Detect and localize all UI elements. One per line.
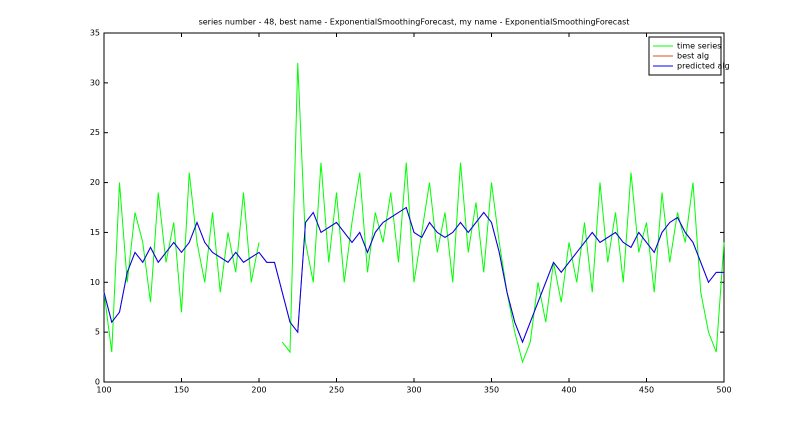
y-tick-label: 5 [95, 328, 100, 337]
x-tick-label: 100 [96, 386, 111, 395]
x-tick-label: 450 [639, 386, 654, 395]
y-tick-label: 30 [90, 78, 100, 87]
x-tick-label: 300 [406, 386, 421, 395]
y-tick-label: 15 [90, 228, 100, 237]
y-tick-label: 20 [90, 178, 100, 187]
legend-label: predicted alg [677, 62, 730, 71]
x-tick-label: 150 [174, 386, 189, 395]
x-tick-label: 250 [329, 386, 344, 395]
y-tick-label: 25 [90, 128, 100, 137]
plot-area [103, 32, 725, 383]
x-tick-label: 500 [716, 386, 731, 395]
x-tick-label: 350 [484, 386, 499, 395]
chart-title: series number - 48, best name - Exponent… [199, 18, 630, 27]
series-line [103, 206, 724, 344]
y-tick-label: 10 [90, 278, 100, 287]
series-line [103, 172, 260, 353]
legend-label: best alg [677, 52, 709, 61]
x-tick-label: 400 [561, 386, 576, 395]
series-line [281, 62, 725, 364]
y-tick-label: 35 [90, 29, 100, 38]
y-tick-label: 0 [95, 378, 100, 387]
x-tick-label: 200 [251, 386, 266, 395]
legend-label: time series [677, 42, 721, 51]
